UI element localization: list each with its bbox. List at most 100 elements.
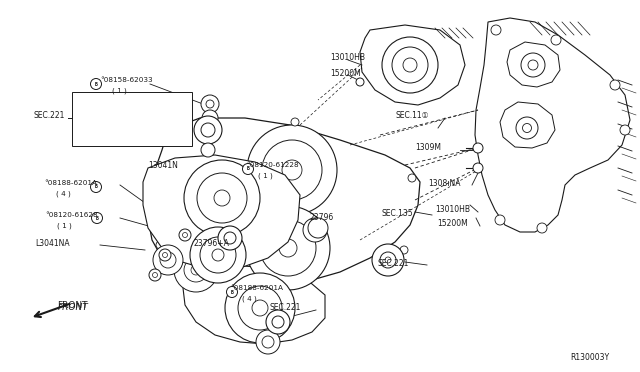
- Circle shape: [152, 273, 157, 278]
- Text: °08188-6201A: °08188-6201A: [230, 285, 283, 291]
- Text: SEC.11①: SEC.11①: [396, 112, 429, 121]
- Text: ( 4 ): ( 4 ): [242, 296, 257, 302]
- Circle shape: [516, 117, 538, 139]
- Circle shape: [90, 182, 102, 192]
- Text: °08158-62033: °08158-62033: [100, 77, 152, 83]
- Circle shape: [610, 80, 620, 90]
- Text: °08120-61228: °08120-61228: [246, 162, 299, 168]
- Circle shape: [252, 300, 268, 316]
- Text: B: B: [95, 185, 97, 189]
- Polygon shape: [143, 155, 300, 270]
- Text: 15200M: 15200M: [437, 219, 468, 228]
- Circle shape: [403, 58, 417, 72]
- Circle shape: [227, 286, 237, 298]
- Text: 15200M: 15200M: [330, 68, 361, 77]
- Circle shape: [179, 229, 191, 241]
- Circle shape: [212, 249, 224, 261]
- Circle shape: [200, 237, 236, 273]
- Circle shape: [191, 265, 201, 275]
- Polygon shape: [507, 42, 560, 87]
- Circle shape: [620, 125, 630, 135]
- Circle shape: [224, 232, 236, 244]
- Text: R130003Y: R130003Y: [570, 353, 609, 362]
- Circle shape: [163, 253, 168, 257]
- Circle shape: [303, 218, 327, 242]
- Circle shape: [308, 218, 328, 238]
- Text: °08188-6201A: °08188-6201A: [44, 180, 97, 186]
- Circle shape: [247, 125, 337, 215]
- Text: 23796: 23796: [310, 212, 334, 221]
- Text: ( 1 ): ( 1 ): [57, 223, 72, 229]
- Circle shape: [202, 110, 218, 126]
- Circle shape: [201, 95, 219, 113]
- Text: FRONT: FRONT: [57, 301, 88, 310]
- Polygon shape: [475, 18, 630, 232]
- Circle shape: [243, 164, 253, 174]
- Text: SEC.221: SEC.221: [269, 304, 300, 312]
- Text: 13041N: 13041N: [148, 160, 178, 170]
- Circle shape: [282, 160, 302, 180]
- Circle shape: [310, 225, 320, 235]
- Polygon shape: [148, 118, 420, 290]
- Text: B: B: [95, 81, 97, 87]
- Circle shape: [236, 284, 244, 292]
- Text: B: B: [95, 215, 99, 221]
- Text: B: B: [230, 289, 234, 295]
- Circle shape: [218, 226, 242, 250]
- Text: °08120-61628: °08120-61628: [45, 212, 98, 218]
- Circle shape: [400, 246, 408, 254]
- Circle shape: [206, 100, 214, 108]
- Circle shape: [201, 123, 215, 137]
- Circle shape: [522, 124, 531, 132]
- Circle shape: [491, 25, 501, 35]
- Circle shape: [197, 173, 247, 223]
- Text: 1308ıNA: 1308ıNA: [428, 179, 461, 187]
- Circle shape: [174, 248, 218, 292]
- Text: 1309M: 1309M: [415, 144, 441, 153]
- Circle shape: [521, 53, 545, 77]
- Circle shape: [225, 273, 295, 343]
- Circle shape: [356, 78, 364, 86]
- Circle shape: [382, 37, 438, 93]
- Circle shape: [92, 212, 102, 224]
- Text: SEC.135: SEC.135: [382, 208, 413, 218]
- Text: L3041NA: L3041NA: [35, 240, 70, 248]
- Circle shape: [408, 174, 416, 182]
- Text: 13010HB: 13010HB: [330, 54, 365, 62]
- Circle shape: [153, 245, 183, 275]
- Text: ( 1 ): ( 1 ): [258, 173, 273, 179]
- Circle shape: [272, 316, 284, 328]
- Text: ( 1 ): ( 1 ): [112, 88, 127, 94]
- Text: B: B: [246, 167, 250, 171]
- Polygon shape: [360, 25, 465, 105]
- Circle shape: [149, 269, 161, 281]
- Text: ( 4 ): ( 4 ): [56, 191, 71, 197]
- Circle shape: [214, 190, 230, 206]
- Circle shape: [262, 140, 322, 200]
- Circle shape: [168, 134, 176, 142]
- Circle shape: [190, 227, 246, 283]
- Circle shape: [238, 286, 282, 330]
- Circle shape: [184, 258, 208, 282]
- Text: FRONT: FRONT: [58, 304, 89, 312]
- Circle shape: [528, 60, 538, 70]
- FancyBboxPatch shape: [72, 92, 192, 146]
- Circle shape: [266, 310, 290, 334]
- Polygon shape: [183, 265, 325, 344]
- Circle shape: [182, 232, 188, 237]
- Circle shape: [495, 215, 505, 225]
- Circle shape: [256, 330, 280, 354]
- Circle shape: [392, 47, 428, 83]
- Circle shape: [201, 143, 215, 157]
- Circle shape: [246, 206, 330, 290]
- Circle shape: [260, 220, 316, 276]
- Polygon shape: [500, 102, 555, 148]
- Circle shape: [291, 118, 299, 126]
- Circle shape: [372, 244, 404, 276]
- Text: 23796+A: 23796+A: [194, 240, 230, 248]
- Circle shape: [385, 257, 391, 263]
- Circle shape: [159, 249, 171, 261]
- Circle shape: [551, 35, 561, 45]
- Circle shape: [184, 160, 260, 236]
- Circle shape: [279, 239, 297, 257]
